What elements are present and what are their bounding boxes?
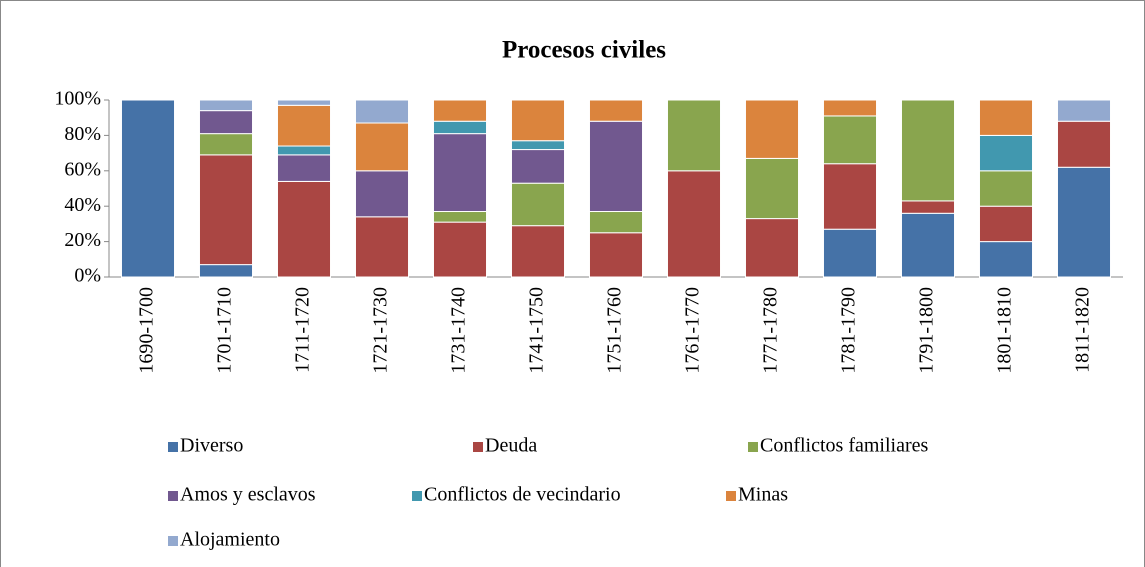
bar-segment bbox=[510, 140, 566, 151]
x-tick-label: 1791-1800 bbox=[916, 287, 938, 374]
bar-segment bbox=[198, 264, 254, 278]
x-tick-label: 1761-1770 bbox=[682, 287, 704, 374]
x-tick-label: 1721-1730 bbox=[370, 287, 392, 374]
bar-segment bbox=[276, 104, 332, 147]
legend-label: Diverso bbox=[180, 435, 243, 457]
legend-swatch bbox=[168, 491, 178, 501]
x-tick-label: 1811-1820 bbox=[1072, 287, 1094, 373]
bar-segment bbox=[198, 154, 254, 266]
bar-segment bbox=[588, 232, 644, 278]
y-tick-label: 100% bbox=[54, 88, 101, 110]
x-tick-label: 1741-1750 bbox=[526, 287, 548, 374]
bar-segment bbox=[978, 170, 1034, 207]
bar-segment bbox=[1056, 166, 1112, 278]
legend-label: Amos y esclavos bbox=[180, 484, 316, 506]
bar-segment bbox=[432, 221, 488, 278]
bar-segment bbox=[354, 122, 410, 172]
bar-segment bbox=[198, 110, 254, 135]
bar-segment bbox=[900, 99, 956, 202]
bar-segment bbox=[744, 99, 800, 159]
x-tick-label: 1801-1810 bbox=[994, 287, 1016, 374]
y-tick-label: 40% bbox=[64, 194, 101, 216]
legend-label: Alojamiento bbox=[180, 529, 280, 551]
bar-segment bbox=[510, 149, 566, 184]
bar-segment bbox=[1056, 99, 1112, 122]
legend-label: Minas bbox=[738, 484, 788, 506]
x-tick-label: 1731-1740 bbox=[448, 287, 470, 374]
y-tick-label: 20% bbox=[64, 229, 101, 251]
bar-segment bbox=[354, 216, 410, 278]
bar-segment bbox=[978, 205, 1034, 243]
bar-segment bbox=[432, 120, 488, 135]
bar-segment bbox=[666, 99, 722, 172]
legend-label: Conflictos familiares bbox=[760, 435, 929, 457]
bar-segment bbox=[978, 241, 1034, 278]
bar-segment bbox=[1056, 120, 1112, 168]
bar-segment bbox=[432, 211, 488, 223]
x-tick-label: 1771-1780 bbox=[760, 287, 782, 374]
legend-swatch bbox=[726, 491, 736, 501]
legend-label: Conflictos de vecindario bbox=[424, 484, 621, 506]
bar-segment bbox=[510, 99, 566, 142]
x-tick-label: 1711-1720 bbox=[292, 287, 314, 373]
x-tick-label: 1690-1700 bbox=[136, 287, 158, 374]
bar-segment bbox=[900, 200, 956, 214]
bar-segment bbox=[822, 163, 878, 230]
bar-segment bbox=[978, 134, 1034, 172]
legend-swatch bbox=[412, 491, 422, 501]
bar-segment bbox=[588, 120, 644, 213]
x-tick-label: 1701-1710 bbox=[214, 287, 236, 374]
bar-segment bbox=[822, 99, 878, 117]
x-tick-label: 1751-1760 bbox=[604, 287, 626, 374]
bar-segment bbox=[198, 133, 254, 156]
x-tick-label: 1781-1790 bbox=[838, 287, 860, 374]
bar-segment bbox=[276, 180, 332, 278]
legend-swatch bbox=[748, 442, 758, 452]
bar-segment bbox=[276, 154, 332, 182]
bar-segment bbox=[978, 99, 1034, 136]
legend-swatch bbox=[473, 442, 483, 452]
y-tick-label: 0% bbox=[74, 265, 101, 287]
bar-segment bbox=[744, 157, 800, 220]
bar-segment bbox=[276, 145, 332, 156]
bar-segment bbox=[510, 225, 566, 278]
bar-segment bbox=[822, 228, 878, 278]
bar-segment bbox=[432, 133, 488, 213]
bar-segment bbox=[354, 99, 410, 124]
bar-segment bbox=[822, 115, 878, 165]
bar-segment bbox=[354, 170, 410, 218]
bar-segment bbox=[900, 212, 956, 278]
y-tick-label: 80% bbox=[64, 123, 101, 145]
bar-segment bbox=[120, 99, 176, 278]
bar-segment bbox=[432, 99, 488, 122]
legend-swatch bbox=[168, 442, 178, 452]
bar-segment bbox=[276, 99, 332, 106]
legend-swatch bbox=[168, 536, 178, 546]
bar-segment bbox=[588, 99, 644, 122]
bar-segment bbox=[588, 211, 644, 234]
bar-segment bbox=[198, 99, 254, 112]
chart-title: Procesos civiles bbox=[502, 37, 666, 64]
bar-segment bbox=[744, 218, 800, 278]
y-tick-label: 60% bbox=[64, 158, 101, 180]
bar-segment bbox=[666, 170, 722, 278]
bar-segment bbox=[510, 182, 566, 227]
legend-label: Deuda bbox=[485, 435, 537, 457]
